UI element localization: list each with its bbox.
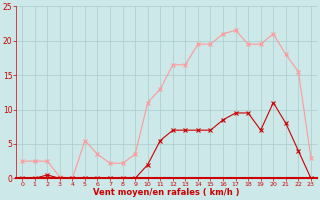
X-axis label: Vent moyen/en rafales ( km/h ): Vent moyen/en rafales ( km/h ) [93,188,240,197]
